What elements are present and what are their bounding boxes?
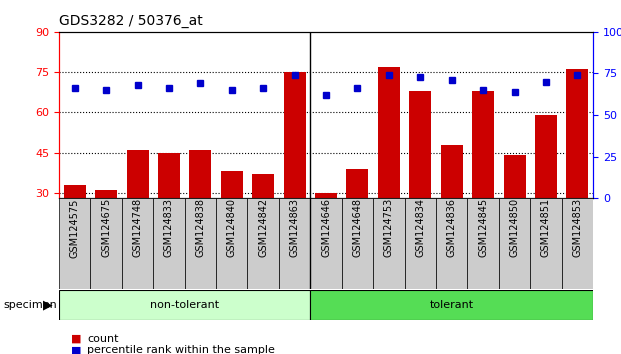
Text: ■: ■ xyxy=(71,346,82,354)
FancyBboxPatch shape xyxy=(59,290,310,320)
FancyBboxPatch shape xyxy=(310,290,593,320)
Text: GSM124845: GSM124845 xyxy=(478,198,488,257)
Bar xyxy=(252,174,274,273)
Bar xyxy=(315,193,337,273)
Text: percentile rank within the sample: percentile rank within the sample xyxy=(87,346,275,354)
FancyBboxPatch shape xyxy=(91,198,122,289)
Text: GSM124748: GSM124748 xyxy=(132,198,143,257)
Text: GSM124851: GSM124851 xyxy=(541,198,551,257)
Text: GSM124648: GSM124648 xyxy=(353,198,363,257)
FancyBboxPatch shape xyxy=(153,198,184,289)
Bar xyxy=(95,190,117,273)
Bar xyxy=(347,169,368,273)
Bar xyxy=(441,144,463,273)
FancyBboxPatch shape xyxy=(122,198,153,289)
Text: GDS3282 / 50376_at: GDS3282 / 50376_at xyxy=(59,14,202,28)
FancyBboxPatch shape xyxy=(310,198,342,289)
Bar xyxy=(127,150,148,273)
FancyBboxPatch shape xyxy=(248,198,279,289)
Bar xyxy=(284,72,306,273)
FancyBboxPatch shape xyxy=(342,198,373,289)
Text: GSM124836: GSM124836 xyxy=(446,198,456,257)
Text: ■: ■ xyxy=(71,334,82,344)
FancyBboxPatch shape xyxy=(373,198,404,289)
FancyBboxPatch shape xyxy=(216,198,248,289)
Bar xyxy=(566,69,588,273)
Text: GSM124853: GSM124853 xyxy=(573,198,582,257)
Bar xyxy=(409,91,431,273)
Text: GSM124575: GSM124575 xyxy=(70,198,79,258)
FancyBboxPatch shape xyxy=(184,198,216,289)
FancyBboxPatch shape xyxy=(530,198,561,289)
Text: GSM124834: GSM124834 xyxy=(415,198,425,257)
Text: non-tolerant: non-tolerant xyxy=(150,300,219,310)
Text: GSM124840: GSM124840 xyxy=(227,198,237,257)
Bar xyxy=(189,150,211,273)
Text: GSM124863: GSM124863 xyxy=(289,198,299,257)
Text: GSM124842: GSM124842 xyxy=(258,198,268,257)
Text: specimen: specimen xyxy=(3,300,57,310)
FancyBboxPatch shape xyxy=(436,198,468,289)
Bar xyxy=(378,67,400,273)
FancyBboxPatch shape xyxy=(561,198,593,289)
Bar xyxy=(535,115,557,273)
Text: tolerant: tolerant xyxy=(430,300,474,310)
Bar xyxy=(504,155,525,273)
Text: GSM124646: GSM124646 xyxy=(321,198,331,257)
FancyBboxPatch shape xyxy=(59,198,91,289)
Bar xyxy=(158,153,180,273)
Bar xyxy=(472,91,494,273)
Text: GSM124838: GSM124838 xyxy=(196,198,206,257)
FancyBboxPatch shape xyxy=(468,198,499,289)
Text: GSM124850: GSM124850 xyxy=(509,198,520,257)
FancyBboxPatch shape xyxy=(499,198,530,289)
Text: GSM124675: GSM124675 xyxy=(101,198,111,257)
Text: count: count xyxy=(87,334,119,344)
Text: GSM124753: GSM124753 xyxy=(384,198,394,257)
Bar xyxy=(64,185,86,273)
FancyBboxPatch shape xyxy=(404,198,436,289)
Bar xyxy=(221,171,243,273)
Text: GSM124833: GSM124833 xyxy=(164,198,174,257)
Text: ▶: ▶ xyxy=(43,299,53,312)
FancyBboxPatch shape xyxy=(279,198,310,289)
